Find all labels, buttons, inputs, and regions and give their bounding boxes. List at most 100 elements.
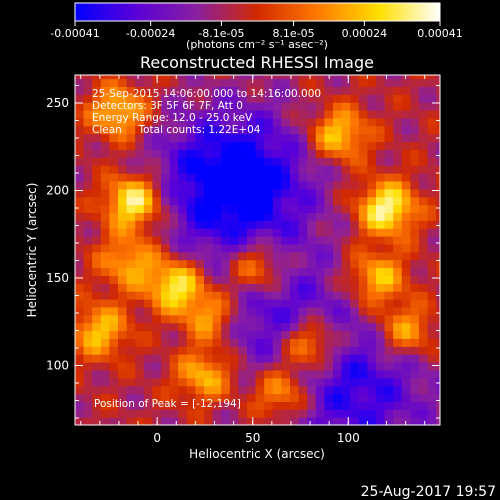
heatmap-cell <box>307 180 317 190</box>
heatmap-cell <box>186 236 196 245</box>
heatmap-cell <box>186 369 196 379</box>
heatmap-cell <box>393 141 403 150</box>
heatmap-cell <box>203 110 214 119</box>
heatmap-cell <box>229 393 239 402</box>
heatmap-cell <box>126 141 136 150</box>
heatmap-cell <box>255 314 265 324</box>
heatmap-cell <box>289 110 300 119</box>
heatmap-cell <box>160 322 171 332</box>
heatmap-cell <box>289 346 300 355</box>
heatmap-cell <box>178 259 188 269</box>
heatmap-cell <box>152 157 162 166</box>
heatmap-cell <box>350 299 360 308</box>
heatmap-cell <box>83 110 93 119</box>
heatmap-cell <box>350 157 360 166</box>
heatmap-cell <box>152 173 162 182</box>
heatmap-cell <box>152 385 162 395</box>
heatmap-cell <box>135 306 145 316</box>
heatmap-cell <box>358 196 368 206</box>
heatmap-cell <box>143 346 153 355</box>
heatmap-cell <box>272 362 282 371</box>
heatmap-cell <box>427 322 437 332</box>
heatmap-cell <box>100 362 110 371</box>
heatmap-cell <box>221 401 231 410</box>
heatmap-cell <box>393 212 403 221</box>
heatmap-cell <box>238 338 248 347</box>
heatmap-cell <box>203 75 214 80</box>
heatmap-cell <box>410 196 420 206</box>
heatmap-cell <box>126 110 136 119</box>
heatmap-cell <box>109 362 119 371</box>
heatmap-cell <box>238 259 248 269</box>
heatmap-cell <box>229 78 239 87</box>
heatmap-cell <box>195 417 205 425</box>
heatmap-cell <box>186 401 196 410</box>
heatmap-cell <box>358 133 368 143</box>
heatmap-cell <box>229 369 239 379</box>
heatmap-cell <box>298 94 308 103</box>
heatmap-cell <box>143 149 153 158</box>
heatmap-cell <box>75 75 85 80</box>
heatmap-cell <box>160 157 171 166</box>
heatmap-cell <box>83 157 93 166</box>
heatmap-cell <box>117 165 128 174</box>
heatmap-cell <box>401 354 411 363</box>
heatmap-cell <box>238 125 248 135</box>
heatmap-cell <box>350 236 360 245</box>
heatmap-cell <box>289 149 300 158</box>
heatmap-cell <box>410 314 420 324</box>
heatmap-cell <box>203 283 214 292</box>
heatmap-cell <box>143 236 153 245</box>
heatmap-cell <box>332 196 343 206</box>
heatmap-cell <box>332 259 343 269</box>
heatmap-cell <box>160 385 171 395</box>
heatmap-cell <box>238 86 248 95</box>
heatmap-cell <box>152 291 162 300</box>
heatmap-cell <box>152 362 162 371</box>
heatmap-cell <box>272 173 282 182</box>
heatmap-cell <box>332 180 343 190</box>
heatmap-cell <box>212 157 222 166</box>
heatmap-cell <box>289 322 300 332</box>
heatmap-cell <box>126 86 136 95</box>
heatmap-cell <box>375 401 386 410</box>
heatmap-cell <box>92 110 102 119</box>
heatmap-cell <box>246 362 257 371</box>
heatmap-cell <box>264 267 274 276</box>
heatmap-cell <box>307 204 317 213</box>
heatmap-cell <box>117 243 128 253</box>
heatmap-cell <box>152 338 162 347</box>
heatmap-cell <box>186 314 196 324</box>
heatmap-cell <box>117 204 128 213</box>
heatmap-cell <box>298 346 308 355</box>
heatmap-cell <box>135 149 145 158</box>
heatmap-cell <box>117 212 128 221</box>
heatmap-cell <box>375 243 386 253</box>
heatmap-cell <box>135 291 145 300</box>
heatmap-cell <box>135 243 145 253</box>
heatmap-cell <box>255 78 265 87</box>
heatmap-cell <box>212 212 222 221</box>
heatmap-cell <box>264 141 274 150</box>
heatmap-cell <box>427 251 437 261</box>
heatmap-cell <box>324 377 334 387</box>
heatmap-cell <box>203 291 214 300</box>
heatmap-cell <box>418 110 429 119</box>
heatmap-cell <box>375 267 386 276</box>
heatmap-cell <box>281 173 291 182</box>
heatmap-cell <box>246 267 257 276</box>
heatmap-cell <box>367 306 377 316</box>
heatmap-cell <box>143 204 153 213</box>
heatmap-cell <box>281 204 291 213</box>
heatmap-cell <box>152 86 162 95</box>
heatmap-cell <box>195 228 205 237</box>
heatmap-cell <box>75 401 85 410</box>
heatmap-cell <box>117 110 128 119</box>
heatmap-cell <box>375 180 386 190</box>
heatmap-cell <box>410 417 420 425</box>
heatmap-cell <box>401 291 411 300</box>
heatmap-cell <box>281 133 291 143</box>
heatmap-cell <box>203 369 214 379</box>
heatmap-cell <box>203 377 214 387</box>
heatmap-cell <box>281 94 291 103</box>
